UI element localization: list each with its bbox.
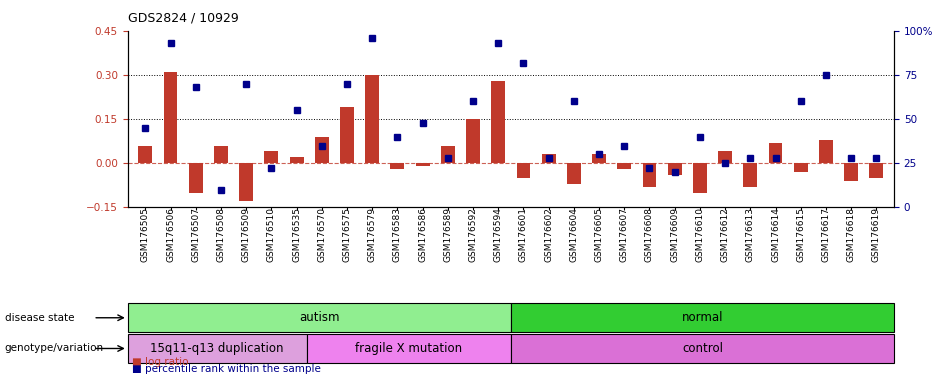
Bar [491,81,505,163]
Bar [128,334,307,363]
Text: GSM176589: GSM176589 [444,207,452,262]
Bar [511,334,894,363]
Bar [189,163,202,193]
Text: GSM176586: GSM176586 [418,207,428,262]
Bar [315,137,328,163]
Text: genotype/variation: genotype/variation [5,343,104,354]
Bar [128,303,511,332]
Text: GSM176604: GSM176604 [569,207,578,262]
Text: GSM176594: GSM176594 [494,207,502,262]
Bar [164,72,178,163]
Bar [289,157,304,163]
Text: normal: normal [682,311,723,324]
Text: GSM176575: GSM176575 [342,207,352,262]
Bar [567,163,581,184]
Text: GSM176614: GSM176614 [771,207,780,262]
Text: GSM176509: GSM176509 [241,207,251,262]
Bar [138,146,152,163]
Text: GSM176601: GSM176601 [519,207,528,262]
Text: GSM176605: GSM176605 [594,207,604,262]
Text: GSM176506: GSM176506 [166,207,175,262]
Text: GSM176618: GSM176618 [847,207,855,262]
Bar [618,163,631,169]
Bar [668,163,682,175]
Bar [340,107,354,163]
Text: GSM176609: GSM176609 [670,207,679,262]
Text: GSM176610: GSM176610 [695,207,705,262]
Text: ■ percentile rank within the sample: ■ percentile rank within the sample [132,364,322,374]
Bar [844,163,858,181]
Text: GSM176592: GSM176592 [468,207,478,262]
Text: GSM176510: GSM176510 [267,207,276,262]
Text: GSM176579: GSM176579 [368,207,377,262]
Text: GSM176505: GSM176505 [141,207,149,262]
Bar [718,151,732,163]
Text: GSM176570: GSM176570 [317,207,326,262]
Text: autism: autism [299,311,340,324]
Text: GSM176607: GSM176607 [620,207,629,262]
Bar [819,140,832,163]
Bar [391,163,404,169]
Bar [642,163,657,187]
Bar [265,151,278,163]
Bar [693,163,707,193]
Bar [214,146,228,163]
Text: GSM176602: GSM176602 [544,207,553,262]
Text: GSM176617: GSM176617 [821,207,831,262]
Text: disease state: disease state [5,313,74,323]
Bar [466,119,480,163]
Text: GSM176583: GSM176583 [393,207,402,262]
Text: GSM176613: GSM176613 [745,207,755,262]
Bar [768,142,782,163]
Bar [542,154,555,163]
Bar [239,163,254,202]
Text: GSM176619: GSM176619 [872,207,881,262]
Bar [441,146,455,163]
Text: ■ log ratio: ■ log ratio [132,358,189,367]
Bar [869,163,884,178]
Text: GSM176612: GSM176612 [721,207,729,262]
Bar [794,163,808,172]
Text: GSM176615: GSM176615 [797,207,805,262]
Bar [415,163,429,166]
Text: GSM176508: GSM176508 [217,207,225,262]
Text: GSM176535: GSM176535 [292,207,301,262]
Text: GSM176608: GSM176608 [645,207,654,262]
Text: fragile X mutation: fragile X mutation [355,342,463,355]
Bar [517,163,531,178]
Text: GSM176507: GSM176507 [191,207,201,262]
Text: GDS2824 / 10929: GDS2824 / 10929 [128,12,238,25]
Bar [365,75,379,163]
Text: 15q11-q13 duplication: 15q11-q13 duplication [150,342,284,355]
Text: control: control [682,342,723,355]
Bar [592,154,606,163]
Bar [307,334,511,363]
Bar [511,303,894,332]
Bar [744,163,757,187]
